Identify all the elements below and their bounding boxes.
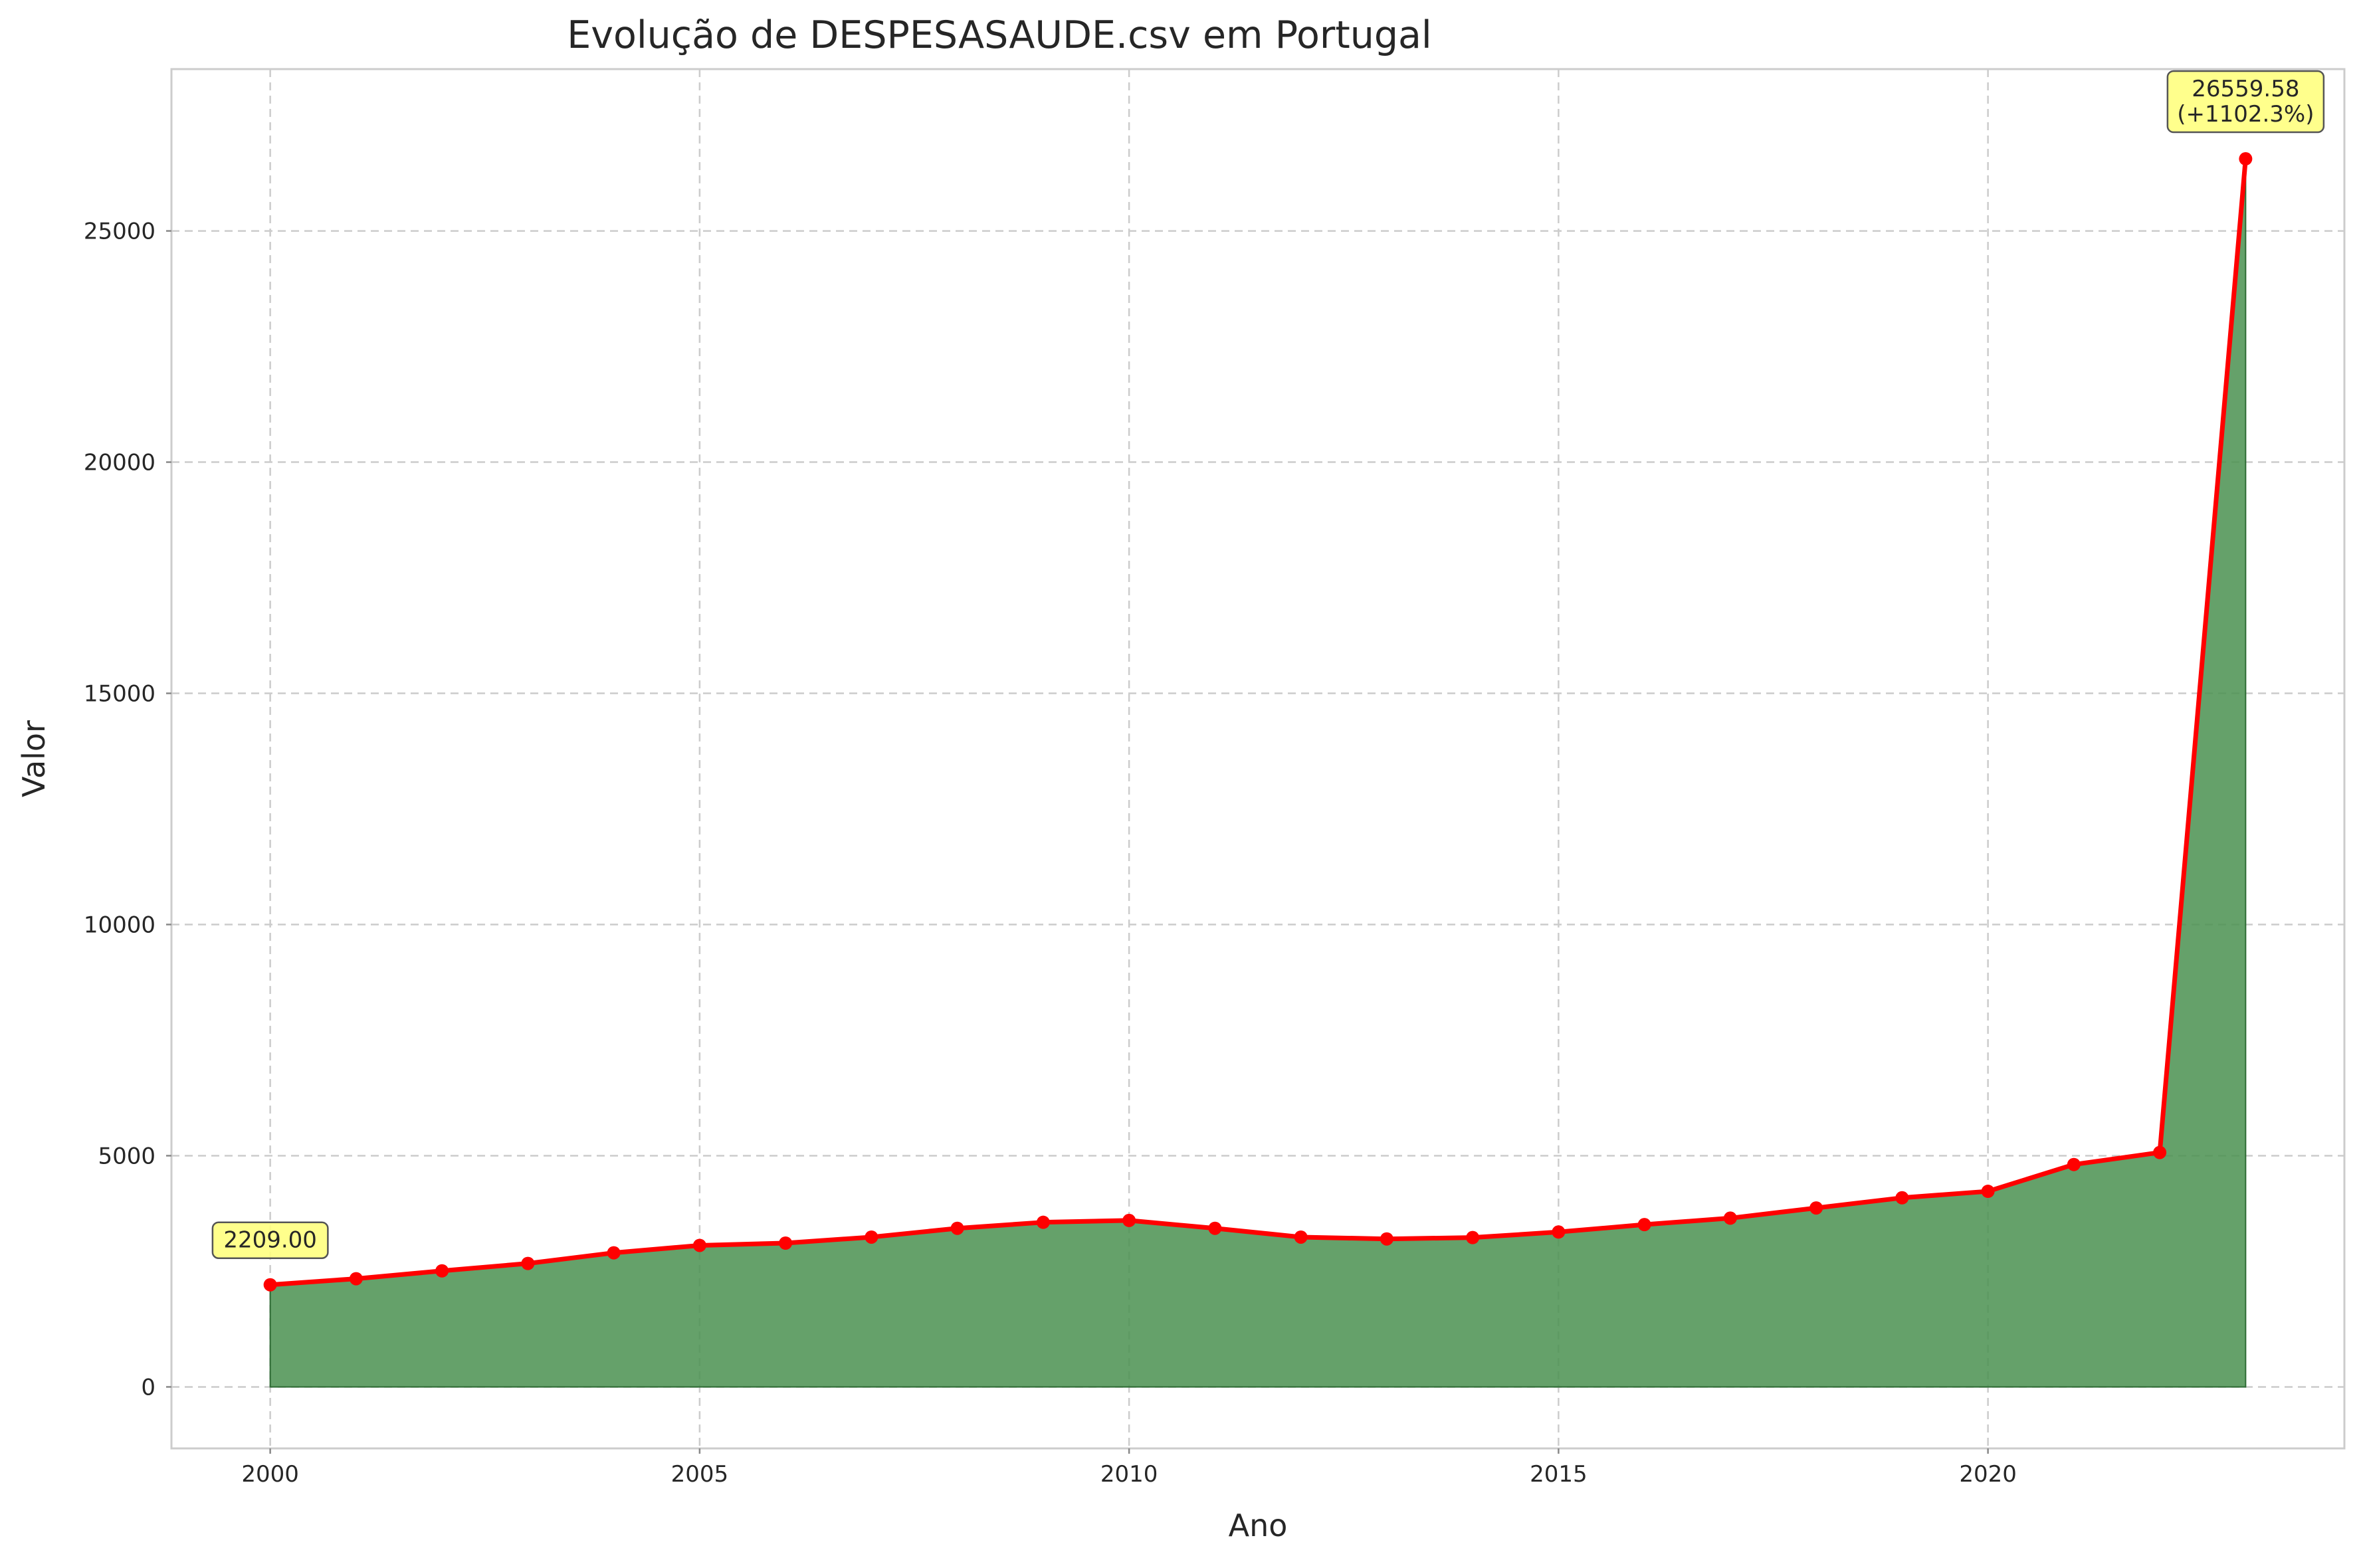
y-tick-label: 0	[141, 1374, 155, 1401]
data-point	[1294, 1230, 1308, 1244]
data-point	[1036, 1215, 1050, 1229]
data-point	[1208, 1221, 1222, 1235]
y-tick-label: 15000	[84, 681, 155, 708]
chart-title: Evolução de DESPESASAUDE.csv em Portugal	[567, 13, 1432, 57]
data-point	[607, 1246, 621, 1260]
data-point-layer	[263, 152, 2253, 1292]
data-point	[1637, 1218, 1651, 1232]
y-tick-label: 5000	[98, 1143, 155, 1169]
data-point	[1466, 1230, 1480, 1244]
data-point	[435, 1264, 449, 1278]
data-point	[779, 1236, 793, 1250]
annotation-text: (+1102.3%)	[2177, 101, 2314, 128]
y-tick-label: 20000	[84, 450, 155, 476]
data-point	[1552, 1225, 1566, 1239]
annotation-box	[211, 1221, 329, 1259]
data-point	[349, 1272, 363, 1286]
data-point	[1380, 1232, 1393, 1246]
data-point	[1895, 1191, 1909, 1205]
x-tick-label: 2000	[241, 1461, 299, 1488]
data-point	[1809, 1201, 1823, 1215]
x-tick-label: 2010	[1100, 1461, 1158, 1488]
data-point	[263, 1278, 277, 1292]
data-point	[1122, 1213, 1136, 1227]
series-line-layer	[270, 158, 2248, 1288]
data-point	[692, 1238, 706, 1252]
annotation-box	[2166, 70, 2325, 134]
y-tick-label: 10000	[84, 912, 155, 938]
y-tick-label: 25000	[84, 219, 155, 245]
annotation-text: 26559.58	[2192, 76, 2299, 102]
annotation-text: 2209.00	[223, 1227, 317, 1254]
data-point	[950, 1221, 964, 1235]
y-axis-label: Valor	[16, 720, 52, 797]
plot-frame	[170, 68, 2346, 1450]
data-point	[2153, 1145, 2167, 1159]
axis-ticks: 2000 2005 2010 2015 2020 0 5000 10000 15000 20000…	[84, 219, 2017, 1488]
data-point	[865, 1230, 878, 1244]
x-tick-label: 2015	[1530, 1461, 1588, 1488]
x-axis-label: Ano	[1229, 1508, 1288, 1543]
data-point	[521, 1256, 535, 1270]
data-point	[1723, 1211, 1737, 1225]
data-point	[2067, 1157, 2081, 1171]
x-tick-label: 2005	[671, 1461, 729, 1488]
data-point	[2239, 152, 2253, 166]
x-tick-label: 2020	[1959, 1461, 2017, 1488]
data-point	[1981, 1185, 1995, 1199]
series-line	[270, 158, 2248, 1288]
annotation-layer: 2209.00 26559.58(+1102.3%)	[211, 70, 2325, 1259]
